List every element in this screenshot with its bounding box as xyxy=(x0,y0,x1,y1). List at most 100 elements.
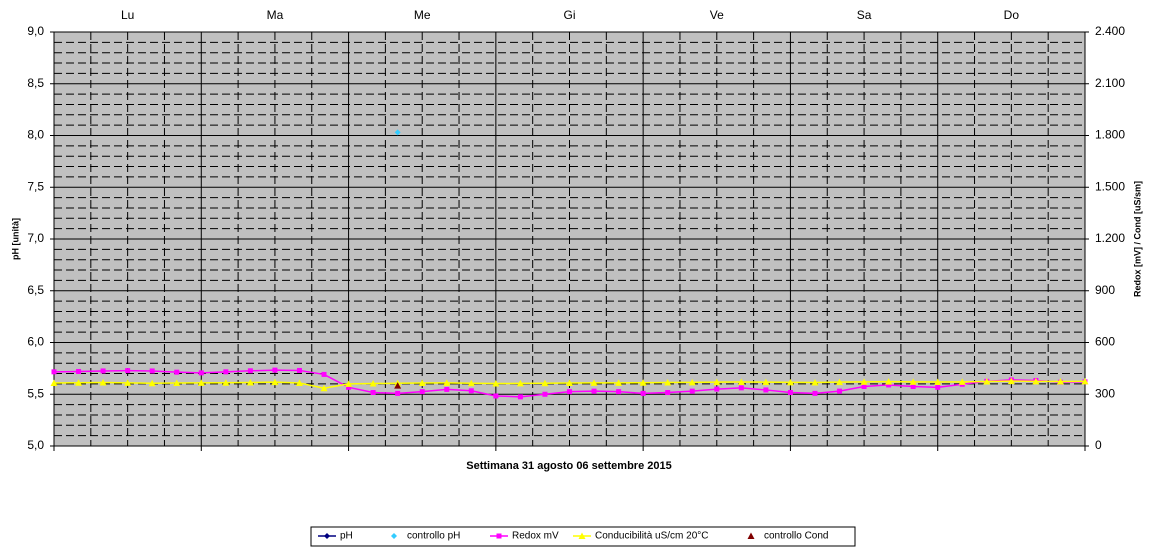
data-point xyxy=(836,378,844,386)
data-point xyxy=(125,368,131,374)
data-point xyxy=(861,383,867,389)
day-label: Lu xyxy=(121,8,134,22)
data-point xyxy=(665,390,671,396)
data-point xyxy=(737,378,745,386)
data-point xyxy=(763,387,769,393)
data-point xyxy=(1081,377,1089,385)
y2-tick-label: 300 xyxy=(1095,386,1115,400)
data-point xyxy=(567,389,572,395)
day-label: Gi xyxy=(564,8,576,22)
y-tick-label: 5,5 xyxy=(27,386,44,400)
data-point xyxy=(369,380,377,387)
y-tick-label: 6,5 xyxy=(27,283,44,297)
data-point xyxy=(321,371,327,377)
data-point xyxy=(493,393,499,399)
data-point xyxy=(492,380,500,387)
data-point xyxy=(688,378,696,386)
day-label: Me xyxy=(414,8,431,22)
legend-marker xyxy=(324,533,330,539)
data-point xyxy=(542,391,548,397)
data-point xyxy=(885,378,893,385)
data-point xyxy=(394,129,401,136)
data-point xyxy=(787,390,793,396)
legend-marker xyxy=(578,532,586,539)
data-point xyxy=(124,379,132,386)
data-point xyxy=(346,384,352,390)
data-point xyxy=(517,394,523,400)
data-point xyxy=(418,379,426,387)
data-point xyxy=(223,369,229,375)
data-point xyxy=(566,379,573,387)
data-point xyxy=(395,390,401,396)
day-label: Do xyxy=(1004,8,1020,22)
legend-label: Redox mV xyxy=(512,531,559,542)
day-label: Ma xyxy=(267,8,284,22)
data-point xyxy=(149,368,155,374)
data-point xyxy=(75,379,83,386)
data-point xyxy=(51,369,57,375)
x-axis-title: Settimana 31 agosto 06 settembre 2015 xyxy=(466,460,671,472)
y-tick-label: 6,0 xyxy=(27,335,44,349)
data-point xyxy=(640,390,646,396)
data-point xyxy=(173,379,181,387)
data-point xyxy=(99,379,107,386)
y2-tick-label: 2.400 xyxy=(1095,24,1125,38)
data-point xyxy=(837,388,843,394)
data-point xyxy=(345,380,353,387)
data-point xyxy=(516,379,524,387)
data-point xyxy=(786,378,794,386)
data-point xyxy=(1007,377,1015,385)
legend-label: pH xyxy=(340,531,353,542)
day-label: Sa xyxy=(857,8,872,22)
data-point xyxy=(812,390,818,396)
data-point xyxy=(615,379,623,386)
data-point xyxy=(246,379,254,386)
data-point xyxy=(1056,377,1064,385)
data-point xyxy=(419,389,425,395)
data-point xyxy=(174,369,180,375)
legend-label: controllo pH xyxy=(407,531,460,542)
data-point xyxy=(738,385,744,391)
data-point xyxy=(762,378,770,386)
data-point xyxy=(247,368,253,374)
y-tick-label: 8,0 xyxy=(27,128,44,142)
data-point xyxy=(935,384,941,390)
data-point xyxy=(370,390,376,396)
y-axis-title: pH [unità] xyxy=(10,218,20,260)
data-point xyxy=(320,384,328,392)
data-point xyxy=(983,377,991,385)
data-point xyxy=(590,379,598,386)
y-tick-label: 7,0 xyxy=(27,231,44,245)
y2-axis-title: Redox [mV] / Cond [uS/sm] xyxy=(1132,181,1142,297)
y-tick-label: 9,0 xyxy=(27,24,44,38)
data-point xyxy=(50,379,58,387)
data-point xyxy=(443,379,451,386)
data-point xyxy=(272,367,278,373)
y2-tick-label: 1.200 xyxy=(1095,231,1125,245)
data-point xyxy=(591,388,597,394)
data-point xyxy=(394,382,402,389)
data-point xyxy=(909,378,917,385)
data-point xyxy=(910,383,916,389)
data-point xyxy=(713,378,721,386)
y2-tick-label: 1.800 xyxy=(1095,128,1125,142)
data-point xyxy=(689,388,695,394)
data-point xyxy=(811,379,819,386)
data-point xyxy=(714,386,720,392)
data-point xyxy=(541,379,549,387)
data-point xyxy=(444,386,450,392)
legend-marker xyxy=(391,533,397,539)
data-point xyxy=(468,388,474,394)
data-point xyxy=(1032,377,1040,385)
data-point xyxy=(148,379,156,387)
legend-label: Conducibilità uS/cm 20°C xyxy=(595,531,709,542)
y2-tick-label: 900 xyxy=(1095,283,1115,297)
data-point xyxy=(664,379,672,386)
y2-tick-label: 0 xyxy=(1095,438,1102,452)
data-point xyxy=(271,378,279,386)
y2-tick-label: 2.100 xyxy=(1095,76,1125,90)
data-point xyxy=(467,379,475,387)
data-point xyxy=(100,368,106,374)
data-point xyxy=(639,379,647,386)
plot-border xyxy=(53,31,1086,447)
